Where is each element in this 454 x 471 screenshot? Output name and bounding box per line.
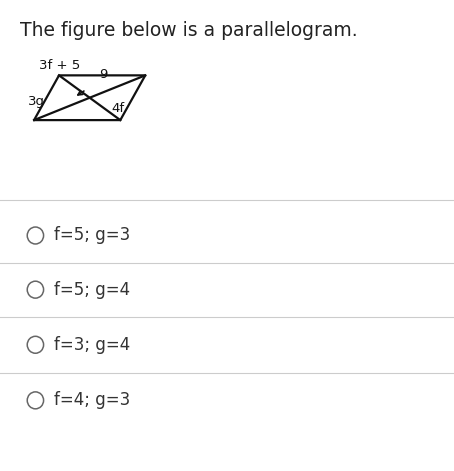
Text: The figure below is a parallelogram.: The figure below is a parallelogram. bbox=[20, 21, 358, 40]
Text: f=3; g=4: f=3; g=4 bbox=[54, 336, 130, 354]
Text: 3g: 3g bbox=[28, 95, 45, 108]
Text: 9: 9 bbox=[99, 68, 107, 81]
Text: f=5; g=4: f=5; g=4 bbox=[54, 281, 130, 299]
Text: 4f: 4f bbox=[111, 102, 124, 115]
Text: 3f + 5: 3f + 5 bbox=[39, 58, 80, 72]
Text: f=4; g=3: f=4; g=3 bbox=[54, 391, 130, 409]
Text: f=5; g=3: f=5; g=3 bbox=[54, 227, 130, 244]
